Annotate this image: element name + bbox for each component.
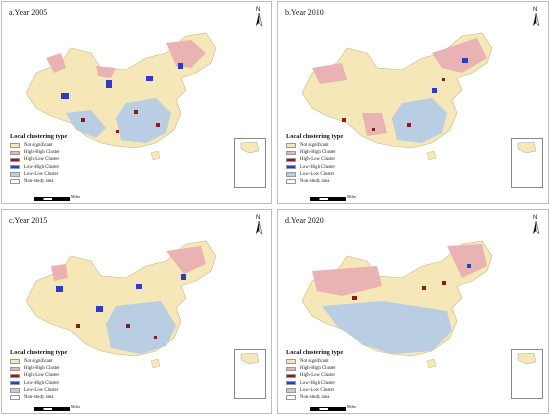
china-map [25, 32, 217, 161]
north-label: N [533, 7, 538, 13]
legend-item: Non-study area [10, 178, 100, 185]
legend-item: High-High Cluster [286, 365, 376, 372]
panel-title: b.Year 2010 [285, 8, 324, 17]
map-panel-2010: b.Year 2010 N Local clustering type Not … [277, 1, 549, 204]
map-legend: Local clustering type Not significant Hi… [10, 349, 100, 401]
legend-item: High-Low Cluster [10, 156, 100, 163]
north-arrow-icon: N [253, 215, 265, 236]
north-label: N [256, 7, 261, 13]
panel-title: d.Year 2020 [285, 216, 324, 225]
legend-title: Local clustering type [286, 349, 344, 356]
north-arrow-icon: N [530, 7, 542, 28]
china-map [301, 32, 493, 161]
legend-item: Not significant [286, 358, 376, 365]
north-arrow-icon: N [253, 7, 265, 28]
legend-item: Low-Low Cluster [10, 171, 100, 178]
legend-item: High-Low Cluster [10, 372, 100, 379]
legend-title: Local clustering type [10, 349, 68, 356]
legend-item: Low-High Cluster [10, 164, 100, 171]
map-panel-2015: c.Year 2015 N Local clustering type Not … [1, 209, 272, 414]
legend-item: Not significant [10, 142, 100, 149]
map-legend: Local clustering type Not significant Hi… [286, 133, 376, 185]
legend-item: Not significant [10, 358, 100, 365]
panel-title: a.Year 2005 [9, 8, 48, 17]
legend-item: High-Low Cluster [286, 372, 376, 379]
china-map [301, 240, 493, 369]
south-china-sea-inset [234, 138, 266, 188]
legend-item: Non-study area [286, 394, 376, 401]
map-panel-2005: a.Year 2005 N Local clustering type Not … [1, 1, 272, 204]
legend-item: High-High Cluster [10, 149, 100, 156]
legend-item: Low-Low Cluster [286, 171, 376, 178]
legend-item: Low-High Cluster [286, 164, 376, 171]
map-legend: Local clustering type Not significant Hi… [10, 133, 100, 185]
legend-item: Low-Low Cluster [286, 387, 376, 394]
legend-item: Low-High Cluster [286, 380, 376, 387]
legend-item: Low-Low Cluster [10, 387, 100, 394]
north-label: N [533, 215, 538, 221]
south-china-sea-inset [511, 138, 543, 188]
legend-item: Non-study area [286, 178, 376, 185]
panel-title: c.Year 2015 [9, 216, 48, 225]
south-china-sea-inset [511, 349, 543, 399]
legend-item: High-Low Cluster [286, 156, 376, 163]
legend-item: Not significant [286, 142, 376, 149]
north-label: N [256, 215, 261, 221]
south-china-sea-inset [234, 349, 266, 399]
map-panel-2020: d.Year 2020 N Local clustering type Not … [277, 209, 549, 414]
legend-item: Non-study area [10, 394, 100, 401]
legend-item: High-High Cluster [10, 365, 100, 372]
china-map [25, 240, 217, 369]
legend-title: Local clustering type [286, 133, 344, 140]
north-arrow-icon: N [530, 215, 542, 236]
legend-title: Local clustering type [10, 133, 68, 140]
legend-item: Low-High Cluster [10, 380, 100, 387]
map-legend: Local clustering type Not significant Hi… [286, 349, 376, 401]
legend-item: High-High Cluster [286, 149, 376, 156]
